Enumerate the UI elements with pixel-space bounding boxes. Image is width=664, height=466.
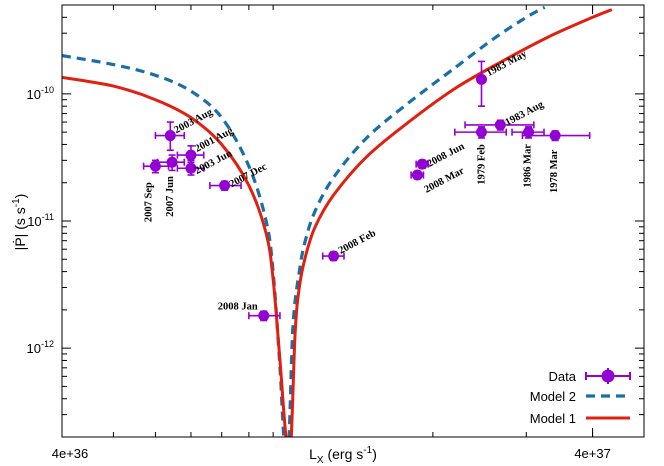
data-points [142,60,591,322]
data-point [415,158,430,170]
y-tick-label: 10-10 [27,85,54,102]
x-tick-label: 4e+36 [52,446,89,461]
point-marker [411,169,423,181]
legend-label-data: Data [549,369,577,384]
model-1-curve [62,8,613,437]
data-point [176,159,205,176]
point-label: 1978 Mar [549,149,560,193]
point-marker [166,156,178,168]
data-point [410,169,425,181]
point-label: 1979 Feb [476,144,487,185]
legend-label-model1: Model 1 [530,411,576,426]
point-marker [149,160,161,172]
point-marker [494,119,506,131]
y-tick-label: 10-11 [27,212,54,229]
legend-label-model2: Model 2 [530,389,576,404]
point-label: 2007 Jun [165,176,176,217]
point-marker [219,180,231,192]
point-marker [164,130,176,142]
point-label: 1986 Mar [523,144,534,188]
data-point [176,145,205,164]
point-marker [185,149,197,161]
point-marker [185,162,197,174]
legend-swatch-marker [601,369,615,383]
point-label: 1983 May [485,48,530,79]
legend: Data Model 2 Model 1 [530,368,631,426]
point-marker [475,126,487,138]
plot-frame [61,4,645,438]
data-point [521,130,591,142]
point-label: 2008 Mar [423,165,467,195]
data-point [454,126,508,139]
data-point [142,159,170,174]
point-label: 2008 Feb [337,228,378,257]
data-point [464,119,535,131]
point-marker [258,310,270,322]
x-tick-label: 4e+37 [574,446,611,461]
y-tick-base: 10 [27,341,41,356]
y-axis-label: |Ṗ| (s s-1) [11,194,28,251]
y-tick-exponent: -12 [41,339,54,349]
model-2-curve [62,5,546,437]
y-tick-exponent: -10 [41,85,54,95]
y-tick-base: 10 [27,214,41,229]
y-tick-label: 10-12 [27,339,54,356]
point-label: 2008 Jan [218,302,258,313]
data-point [321,250,345,262]
data-point [154,121,186,152]
y-tick-base: 10 [27,87,41,102]
point-marker [328,250,340,262]
data-point [248,310,281,322]
data-point [209,180,242,192]
point-marker [416,158,428,170]
y-tick-exponent: -11 [42,212,54,222]
point-label: 2007 Sep [143,182,154,222]
data-point [156,154,186,172]
model-curves [62,5,613,437]
x-axis-label: LX (erg s-1) [309,445,377,466]
data-point [475,60,487,107]
point-marker [549,130,561,142]
point-marker [475,73,487,85]
